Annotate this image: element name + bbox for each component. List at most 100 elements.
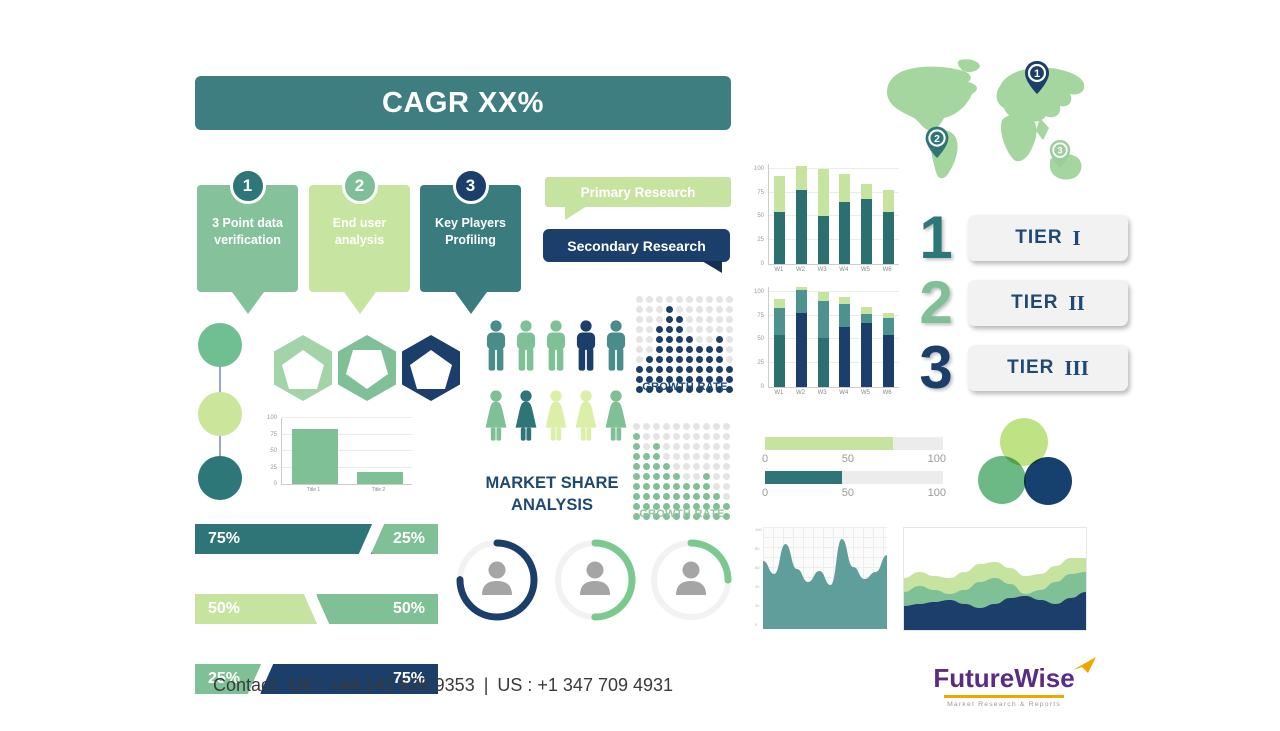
step-pointer bbox=[231, 292, 264, 314]
venn-diagram bbox=[976, 418, 1076, 530]
person-female-icon bbox=[485, 390, 507, 441]
world-map: 1 2 3 bbox=[882, 58, 1087, 193]
paper-plane-icon bbox=[1072, 657, 1096, 673]
tick-label: 50 bbox=[841, 453, 854, 465]
hexagon-icon bbox=[402, 335, 460, 401]
bar bbox=[817, 291, 829, 387]
tier-number: 1 bbox=[919, 204, 953, 271]
category-label: W3 bbox=[817, 267, 827, 273]
bar bbox=[860, 184, 872, 264]
tier-1-row: 1 TIER I bbox=[910, 208, 1128, 268]
tick-label: 0 bbox=[762, 487, 769, 499]
tier-number: 3 bbox=[919, 334, 953, 401]
contact-label: Contact: bbox=[213, 675, 281, 695]
step-key-players-profiling: 3 Key Players Profiling bbox=[420, 168, 521, 314]
hexagon-icons bbox=[272, 334, 462, 402]
logo-tagline: Market Research & Reports bbox=[947, 700, 1061, 708]
progress-track bbox=[765, 437, 943, 450]
svg-text:3: 3 bbox=[1057, 146, 1062, 156]
progress-track bbox=[765, 471, 943, 484]
percent-label: 75% bbox=[208, 530, 241, 547]
ribbon-fold bbox=[702, 261, 722, 273]
stacked-bar-chart-1: 0 25 50 75 100 W1 W2 W3 W4 W5 W6 bbox=[751, 164, 903, 273]
bar bbox=[356, 471, 403, 484]
split-right-segment: 25% bbox=[372, 524, 438, 554]
tier-2-row: 2 TIER II bbox=[910, 273, 1128, 333]
progress-bar-2: 0 50 100 bbox=[762, 471, 946, 499]
market-share-analysis-title: MARKET SHARE ANALYSIS bbox=[485, 474, 619, 515]
person-female-icon bbox=[605, 390, 627, 441]
percent-label: 50% bbox=[208, 600, 241, 617]
tick-label: 100 bbox=[927, 453, 946, 465]
bar bbox=[839, 173, 851, 264]
step-number-badge: 1 bbox=[229, 168, 266, 204]
progress-fill bbox=[765, 437, 894, 450]
futurewise-logo: FutureWise Market Research & Reports bbox=[928, 657, 1096, 708]
category-label: W5 bbox=[860, 267, 870, 273]
category-label: W6 bbox=[882, 267, 892, 273]
two-bar-chart: 0 25 50 75 100 Title 1 Title 2 bbox=[264, 415, 464, 493]
percent-label: 25% bbox=[392, 530, 425, 547]
secondary-research-ribbon: Secondary Research bbox=[543, 229, 730, 273]
trio-circle-2 bbox=[198, 392, 242, 436]
svg-text:2: 2 bbox=[934, 134, 940, 145]
step-number: 3 bbox=[465, 176, 476, 195]
people-row-male bbox=[483, 317, 629, 374]
venn-circle-right bbox=[1024, 457, 1072, 505]
step-end-user-analysis: 2 End user analysis bbox=[309, 168, 410, 314]
step-number-badge: 3 bbox=[452, 168, 489, 204]
category-label: W2 bbox=[795, 390, 805, 396]
person-male-icon bbox=[606, 320, 626, 371]
tier-card: TIER III bbox=[968, 345, 1128, 391]
category-label: W5 bbox=[860, 390, 870, 396]
bar bbox=[860, 307, 872, 387]
donut-progress-75 bbox=[453, 536, 541, 629]
bar bbox=[291, 429, 338, 484]
percent-label: 75% bbox=[392, 670, 425, 687]
category-label: W6 bbox=[882, 390, 892, 396]
tick-label: 50 bbox=[841, 487, 854, 499]
contact-line: Contact: UK : +44 141 628 9353 | US : +1… bbox=[213, 675, 673, 696]
donut-progress-50 bbox=[551, 536, 639, 629]
growth-rate-label-2: GROWTH RATE bbox=[639, 508, 725, 520]
step-pointer bbox=[454, 292, 487, 314]
people-row-female bbox=[483, 387, 629, 444]
person-male-icon bbox=[516, 320, 536, 371]
person-male-icon bbox=[546, 320, 566, 371]
person-icon bbox=[676, 561, 706, 595]
split-bar-50-50: 50% 50% bbox=[195, 594, 438, 624]
svg-text:1: 1 bbox=[1034, 68, 1040, 80]
tick-label: 100 bbox=[927, 487, 946, 499]
step-number: 1 bbox=[242, 176, 253, 195]
split-right-segment: 75% bbox=[260, 664, 438, 694]
bar bbox=[774, 299, 786, 387]
split-bar-25-75: 25% 75% bbox=[195, 664, 438, 694]
venn-circle-left bbox=[978, 456, 1026, 504]
tier-3-row: 3 TIER III bbox=[910, 338, 1128, 398]
map-pin-3: 3 bbox=[1049, 139, 1071, 168]
category-label: Title 2 bbox=[371, 487, 386, 493]
trio-circle-1 bbox=[198, 323, 242, 367]
primary-research-ribbon: Primary Research bbox=[545, 177, 731, 220]
bar bbox=[882, 189, 894, 264]
step-number: 2 bbox=[354, 176, 365, 195]
donut-progress-25 bbox=[647, 536, 735, 629]
step-3-point-data-verification: 1 3 Point data verification bbox=[197, 168, 298, 314]
person-male-icon bbox=[486, 320, 506, 371]
split-bar-75-25: 75% 25% bbox=[195, 524, 438, 554]
map-pin-2: 2 bbox=[925, 126, 949, 158]
category-label: W1 bbox=[774, 267, 784, 273]
split-right-segment: 50% bbox=[316, 594, 438, 624]
step-label: End user analysis bbox=[309, 185, 410, 292]
category-label: W4 bbox=[839, 390, 849, 396]
percent-label: 50% bbox=[392, 600, 425, 617]
person-female-icon bbox=[545, 390, 567, 441]
cagr-title: CAGR XX% bbox=[382, 86, 544, 119]
person-male-icon bbox=[576, 320, 596, 371]
logo-underline bbox=[944, 695, 1064, 698]
bar bbox=[817, 168, 829, 264]
dot-matrix-chart-1 bbox=[636, 296, 733, 393]
progress-bar-1: 0 50 100 bbox=[762, 437, 946, 465]
person-female-icon bbox=[515, 390, 537, 441]
category-label: W2 bbox=[795, 267, 805, 273]
